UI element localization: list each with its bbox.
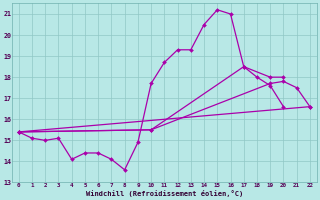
X-axis label: Windchill (Refroidissement éolien,°C): Windchill (Refroidissement éolien,°C) (86, 190, 243, 197)
